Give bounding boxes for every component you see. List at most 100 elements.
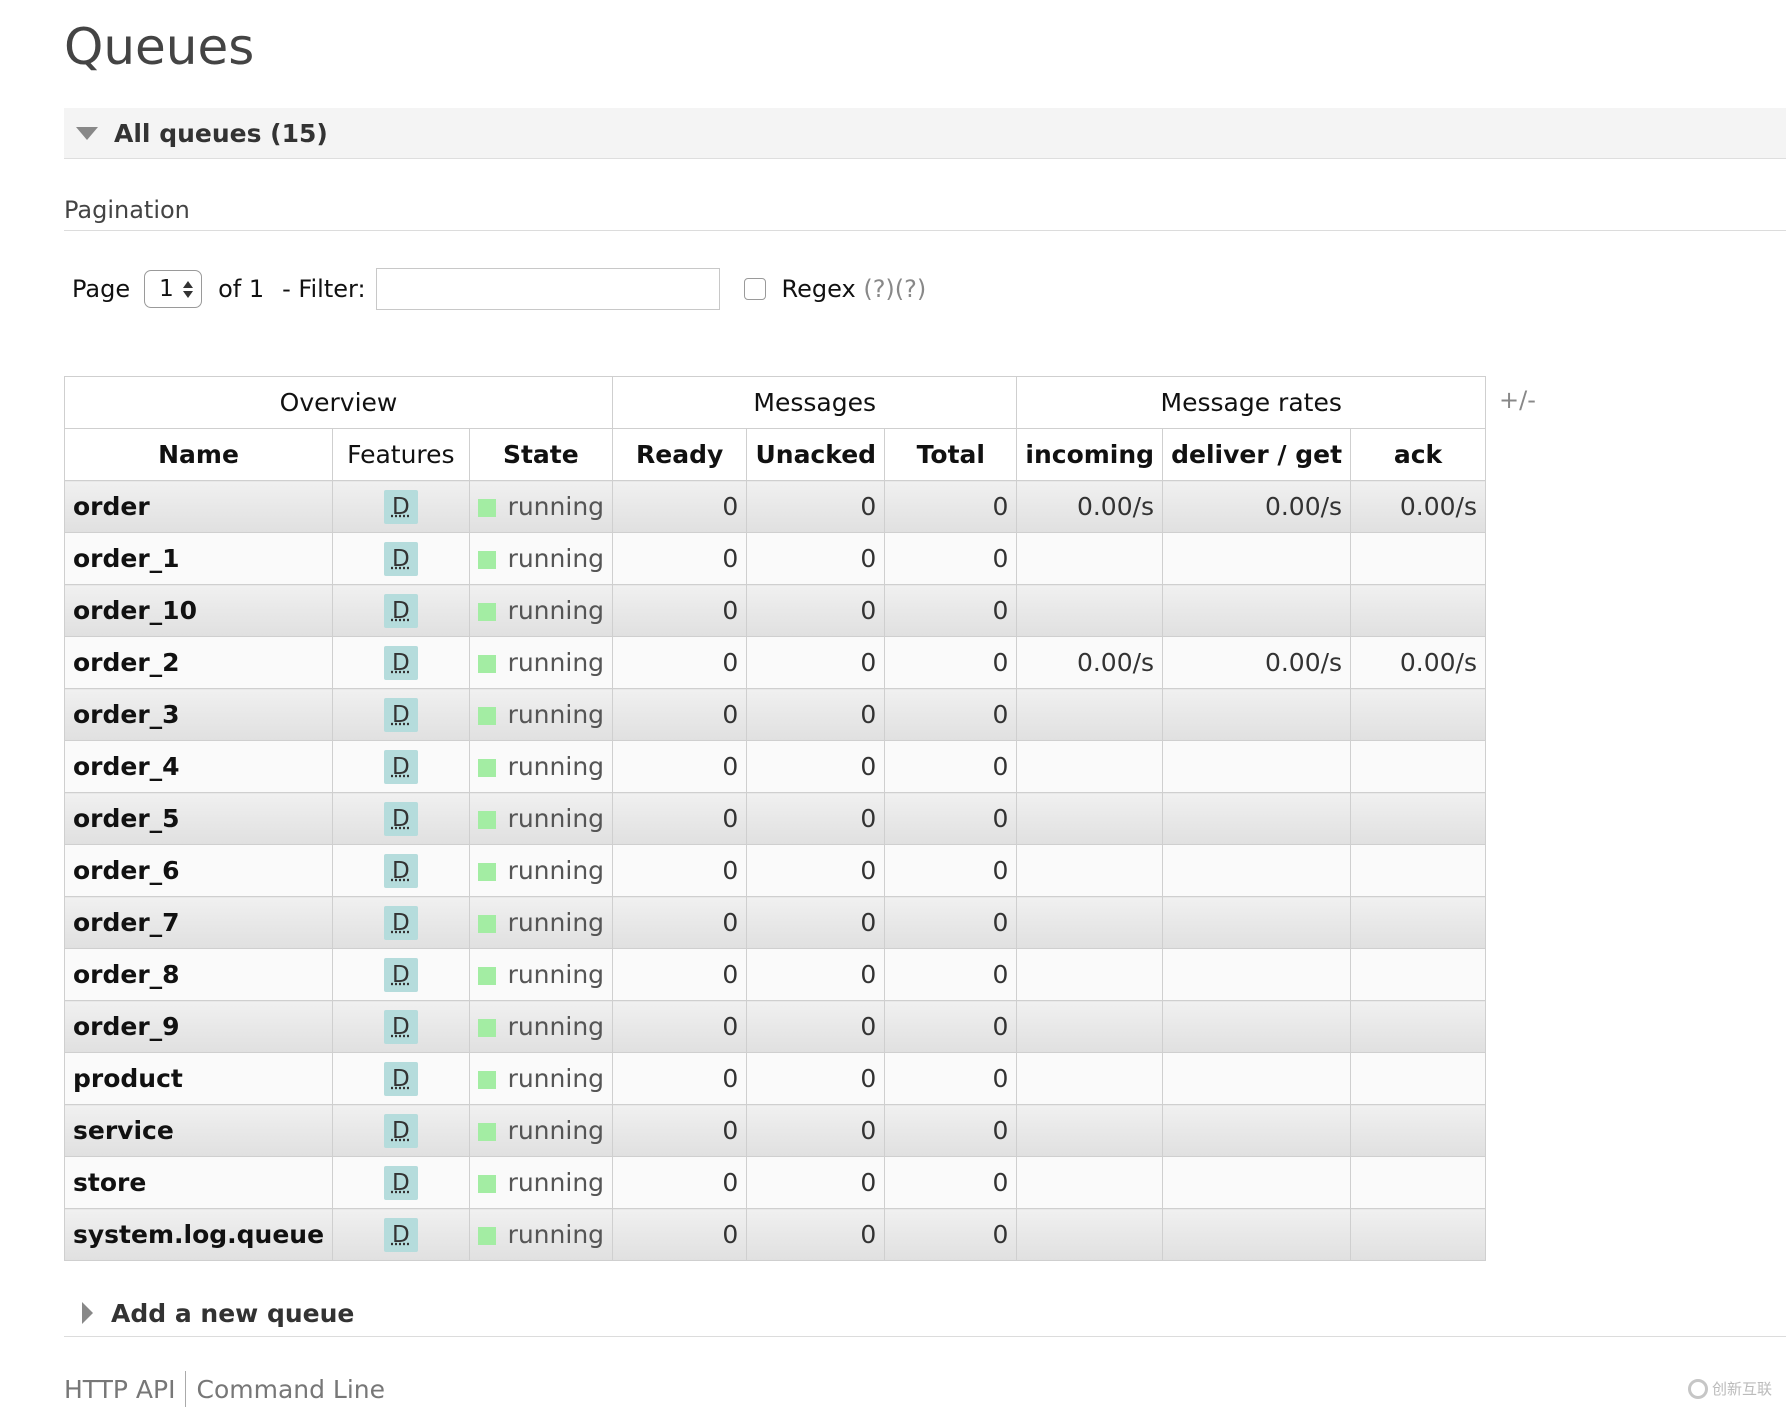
state-cell: running <box>468 1000 614 1053</box>
durable-badge[interactable]: D <box>383 1217 418 1252</box>
add-queue-section-header[interactable]: Add a new queue <box>64 1290 1786 1337</box>
incoming-rate <box>1016 896 1164 949</box>
regex-help-link-2[interactable]: (?) <box>894 275 927 303</box>
durable-badge[interactable]: D <box>383 489 418 524</box>
footer-divider <box>185 1371 187 1407</box>
queue-name-link[interactable]: order_5 <box>63 792 334 845</box>
unacked-count: 0 <box>746 844 886 897</box>
durable-badge[interactable]: D <box>383 853 418 888</box>
queue-name-link[interactable]: order_3 <box>63 688 334 741</box>
durable-badge[interactable]: D <box>383 749 418 784</box>
queue-name-link[interactable]: order_8 <box>63 948 334 1001</box>
state-indicator-icon <box>477 655 496 673</box>
column-header-name[interactable]: Name <box>63 428 334 481</box>
page-select[interactable]: 1 <box>144 270 203 308</box>
column-header-state[interactable]: State <box>468 428 614 481</box>
total-count: 0 <box>884 1000 1018 1053</box>
incoming-rate <box>1016 1104 1164 1157</box>
unacked-count: 0 <box>746 1104 886 1157</box>
state-indicator-icon <box>477 603 496 621</box>
durable-badge[interactable]: D <box>383 1113 418 1148</box>
queue-name-link[interactable]: order_10 <box>63 584 334 637</box>
durable-badge[interactable]: D <box>383 1061 418 1096</box>
durable-badge[interactable]: D <box>383 801 418 836</box>
pagination-controls: Page 1 of 1 - Filter: Regex (?) (?) <box>72 268 926 310</box>
queue-name-link[interactable]: order_2 <box>63 636 334 689</box>
state-cell: running <box>468 896 614 949</box>
state-cell: running <box>468 844 614 897</box>
unacked-count: 0 <box>746 532 886 585</box>
regex-help-link[interactable]: (?) <box>863 275 895 303</box>
unacked-count: 0 <box>746 740 886 793</box>
state-text: running <box>507 1220 605 1249</box>
features-cell: D <box>332 636 470 689</box>
http-api-link[interactable]: HTTP API <box>64 1374 176 1404</box>
ack-rate <box>1350 584 1486 637</box>
regex-checkbox[interactable] <box>743 278 766 300</box>
ready-count: 0 <box>612 1052 748 1105</box>
state-indicator-icon <box>477 499 496 517</box>
column-header-ready[interactable]: Ready <box>612 428 748 481</box>
queue-name-link[interactable]: service <box>63 1104 334 1157</box>
queue-name-link[interactable]: order_7 <box>63 896 334 949</box>
durable-badge[interactable]: D <box>383 697 418 732</box>
state-cell: running <box>468 1052 614 1105</box>
state-cell: running <box>468 1156 614 1209</box>
queue-name-link[interactable]: order_4 <box>63 740 334 793</box>
state-cell: running <box>468 1208 614 1261</box>
incoming-rate <box>1016 792 1164 845</box>
unacked-count: 0 <box>746 792 886 845</box>
state-indicator-icon <box>477 863 496 881</box>
durable-badge[interactable]: D <box>383 957 418 992</box>
queue-name-link[interactable]: order_1 <box>63 532 334 585</box>
filter-input[interactable] <box>375 268 720 310</box>
queue-name-link[interactable]: order <box>63 480 334 533</box>
column-header-total[interactable]: Total <box>884 428 1018 481</box>
all-queues-section-header[interactable]: All queues (15) <box>64 108 1786 159</box>
queue-name-link[interactable]: order_9 <box>63 1000 334 1053</box>
durable-badge[interactable]: D <box>383 1165 418 1200</box>
queue-name-link[interactable]: system.log.queue <box>63 1208 334 1261</box>
add-queue-title: Add a new queue <box>111 1298 355 1328</box>
durable-badge[interactable]: D <box>383 905 418 940</box>
toggle-columns-button[interactable]: +/- <box>1499 386 1536 414</box>
state-cell: running <box>468 740 614 793</box>
column-header-unacked[interactable]: Unacked <box>746 428 886 481</box>
column-header-deliver-get[interactable]: deliver / get <box>1162 428 1352 481</box>
durable-badge[interactable]: D <box>383 1009 418 1044</box>
durable-badge[interactable]: D <box>383 645 418 680</box>
durable-badge[interactable]: D <box>383 541 418 576</box>
watermark-text: 创新互联 <box>1712 1380 1773 1398</box>
unacked-count: 0 <box>746 948 886 1001</box>
queue-name-link[interactable]: product <box>63 1052 334 1105</box>
select-arrows-icon <box>183 280 194 298</box>
ack-rate <box>1350 532 1486 585</box>
ack-rate <box>1350 1208 1486 1261</box>
features-cell: D <box>332 792 470 845</box>
deliver-get-rate <box>1162 532 1352 585</box>
incoming-rate <box>1016 688 1164 741</box>
column-header-incoming[interactable]: incoming <box>1016 428 1164 481</box>
unacked-count: 0 <box>746 636 886 689</box>
durable-badge[interactable]: D <box>383 593 418 628</box>
state-indicator-icon <box>477 759 496 777</box>
queue-name-link[interactable]: store <box>63 1156 334 1209</box>
command-line-link[interactable]: Command Line <box>196 1374 386 1404</box>
queue-name-link[interactable]: order_6 <box>63 844 334 897</box>
column-header-ack[interactable]: ack <box>1350 428 1486 481</box>
